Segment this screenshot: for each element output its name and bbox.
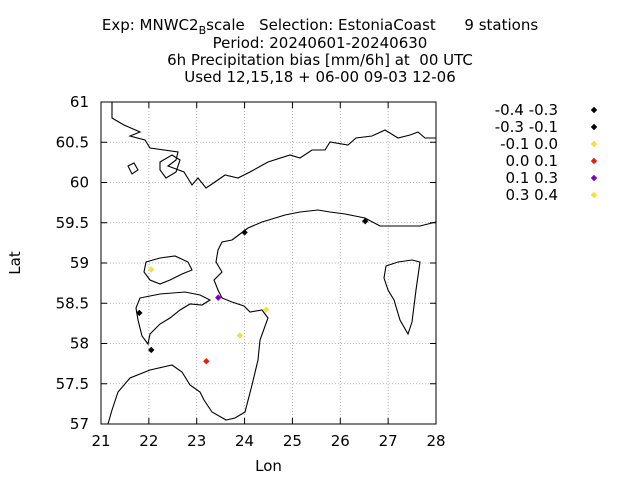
chart-title-line-4: Used 12,15,18 + 06-00 09-03 12-06 xyxy=(184,68,456,86)
y-tick-label: 60 xyxy=(70,174,89,192)
station-point xyxy=(148,346,155,354)
legend: -0.4 -0.3-0.3 -0.1-0.1 0.00.0 0.10.1 0.3… xyxy=(495,101,598,204)
chart-title-line-2: Period: 20240601-20240630 xyxy=(212,34,428,52)
y-tick-label: 59 xyxy=(70,254,89,272)
station-point xyxy=(136,309,143,317)
grid xyxy=(101,102,436,424)
legend-marker xyxy=(590,140,598,148)
coastline-estonia-north xyxy=(231,200,437,241)
y-tick-label: 59.5 xyxy=(56,214,89,232)
station-point xyxy=(241,229,248,236)
legend-label: 0.0 0.1 xyxy=(506,152,558,170)
station-point xyxy=(215,294,222,301)
y-tick-label: 58.5 xyxy=(56,294,89,312)
y-tick-label: 58 xyxy=(70,335,89,353)
coastline-finland xyxy=(111,102,436,189)
station-point xyxy=(203,358,210,365)
station-point xyxy=(361,217,369,225)
legend-label: 0.3 0.4 xyxy=(506,186,558,204)
chart-title-line-3: 6h Precipitation bias [mm/6h] at 00 UTC xyxy=(167,51,473,69)
x-tick-label: 27 xyxy=(379,432,398,450)
station-point xyxy=(236,332,243,339)
chart-title-line-1: Exp: MNWC2Bscale Selection: EstoniaCoast… xyxy=(0,16,640,40)
x-tick-label: 28 xyxy=(426,432,445,450)
y-tick-label: 61 xyxy=(70,93,89,111)
coastline-hiiumaa xyxy=(143,255,193,285)
chart-title-exp-subscript: B xyxy=(198,24,207,37)
x-tick-label: 25 xyxy=(283,432,302,450)
legend-marker xyxy=(590,174,598,182)
x-tick-label: 24 xyxy=(235,432,254,450)
legend-marker xyxy=(590,123,598,131)
x-axis-label: Lon xyxy=(255,457,282,475)
ticks: 21 22 23 24 25 26 27 28 57 57.5 58 58.5 59 59.5 60 60.5… xyxy=(56,93,446,450)
x-tick-label: 21 xyxy=(91,432,110,450)
coastline-lake-peipus xyxy=(383,259,421,336)
coastline-saaremaa xyxy=(135,291,212,346)
y-tick-label: 60.5 xyxy=(56,133,89,151)
legend-label: -0.1 0.0 xyxy=(500,135,558,153)
coastline-island-1 xyxy=(127,162,139,175)
legend-label: 0.1 0.3 xyxy=(506,169,558,187)
legend-label: -0.4 -0.3 xyxy=(495,101,558,119)
coastline xyxy=(107,102,437,425)
chart-title-exp-rest: scale Selection: EstoniaCoast 9 stations xyxy=(206,16,539,34)
station-point xyxy=(148,266,155,273)
x-tick-label: 23 xyxy=(187,432,206,450)
y-tick-label: 57 xyxy=(70,415,89,433)
chart-title-exp: Exp: MNWC2 xyxy=(101,16,199,34)
plot-frame xyxy=(100,101,437,425)
legend-marker xyxy=(590,157,598,165)
coastline-island-2 xyxy=(159,154,181,179)
legend-label: -0.3 -0.1 xyxy=(495,118,558,136)
coastline-estonia-west xyxy=(107,239,269,425)
station-points xyxy=(136,217,369,365)
station-point xyxy=(262,306,270,313)
y-axis-label: Lat xyxy=(6,251,24,275)
legend-marker xyxy=(590,106,598,114)
y-tick-label: 57.5 xyxy=(56,375,89,393)
legend-marker xyxy=(590,191,598,199)
x-tick-label: 26 xyxy=(331,432,350,450)
x-tick-label: 22 xyxy=(139,432,158,450)
